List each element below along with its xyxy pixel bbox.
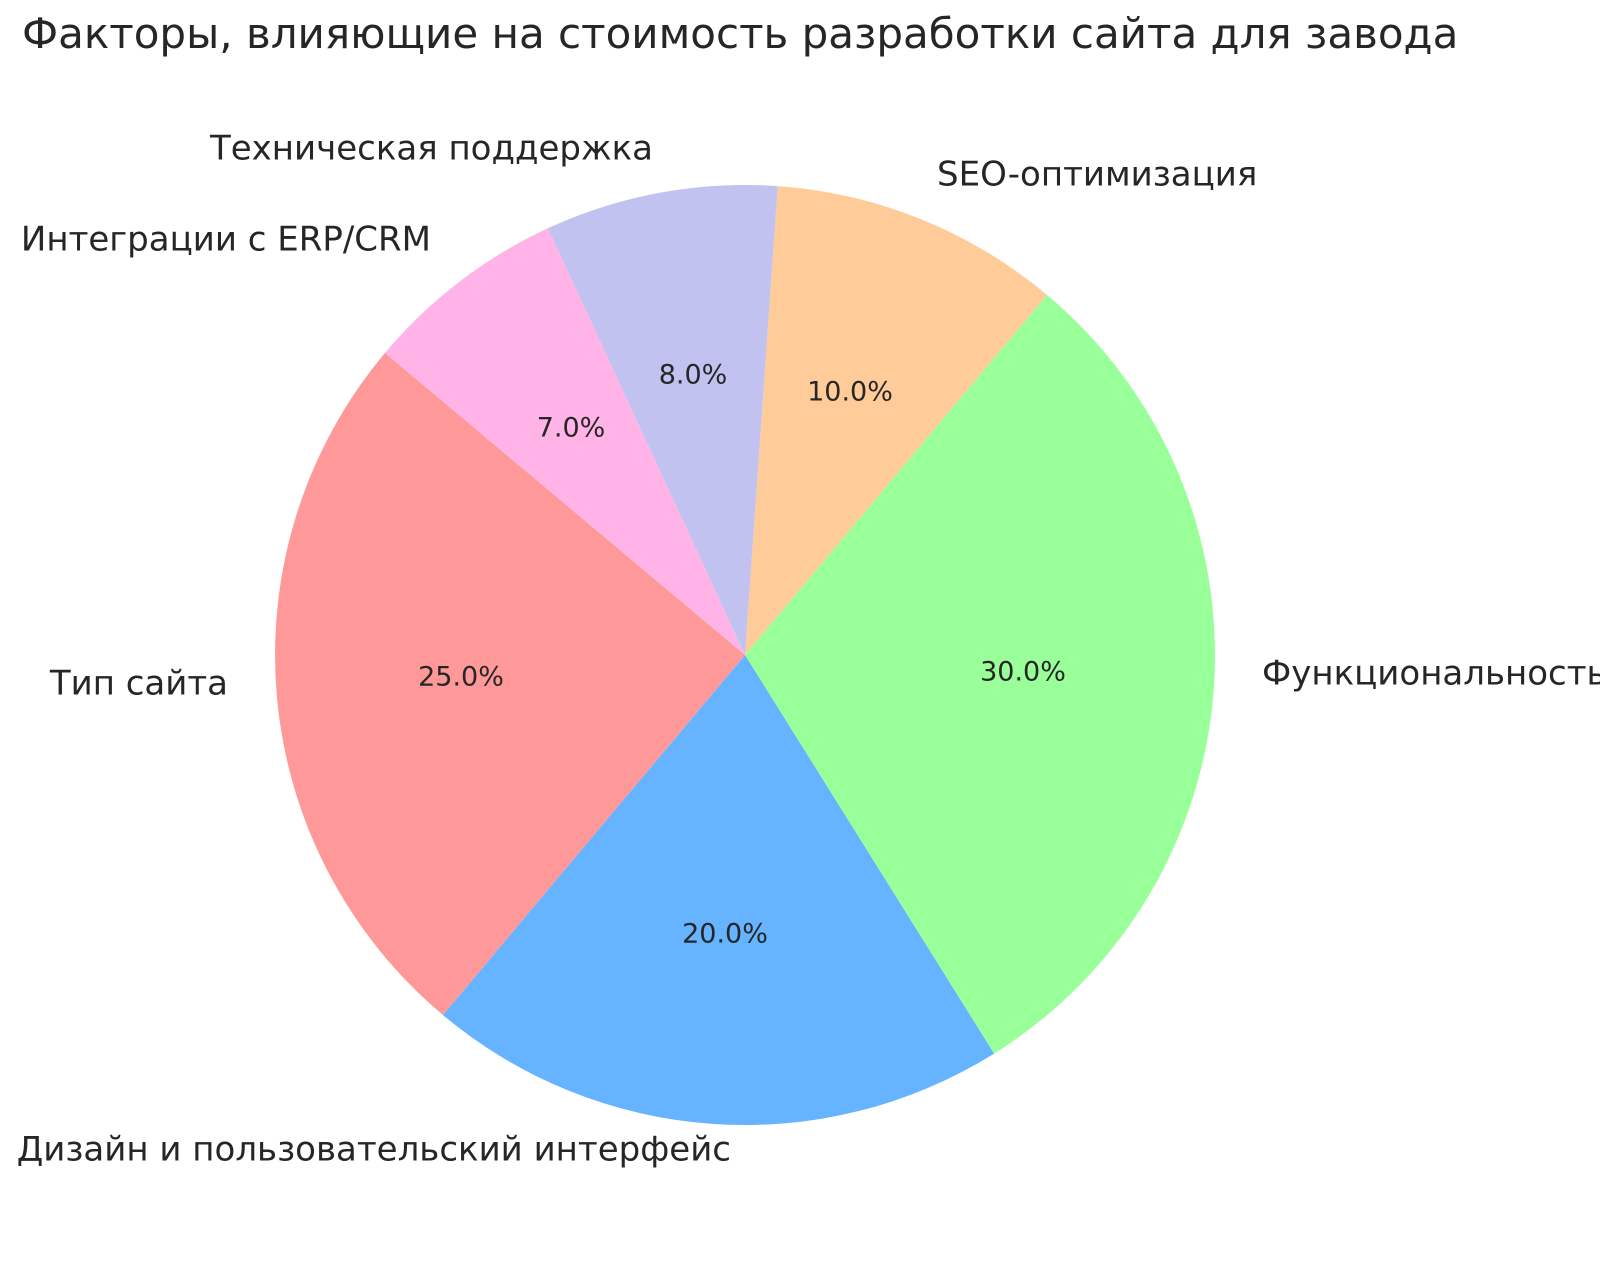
slice-pct-label-1: 30.0%	[980, 656, 1066, 688]
pie-slice-1	[745, 295, 1215, 1054]
slice-pct-label-2: 20.0%	[682, 918, 768, 950]
slice-pct-label-3: 25.0%	[418, 661, 504, 693]
slice-label-3: Тип сайта	[49, 663, 228, 704]
slice-pct-label-5: 8.0%	[658, 359, 728, 391]
pie-slice-2	[442, 655, 995, 1126]
pie-slice-0	[745, 186, 1048, 655]
pie-slice-4	[385, 228, 745, 656]
slice-label-2: Дизайн и пользовательский интерфейс	[16, 1129, 731, 1170]
pie-slice-5	[547, 184, 778, 655]
slice-label-4: Интеграции с ERP/CRM	[20, 219, 431, 260]
slice-label-5: Техническая поддержка	[209, 128, 653, 169]
pie-slice-3	[275, 352, 745, 1015]
slice-pct-label-0: 10.0%	[807, 376, 893, 408]
slice-label-0: SEO-оптимизация	[937, 154, 1258, 195]
slice-pct-label-4: 7.0%	[536, 412, 606, 444]
slice-label-1: Функциональность	[1262, 653, 1600, 694]
chart-title: Факторы, влияющие на стоимость разработк…	[22, 9, 1459, 58]
